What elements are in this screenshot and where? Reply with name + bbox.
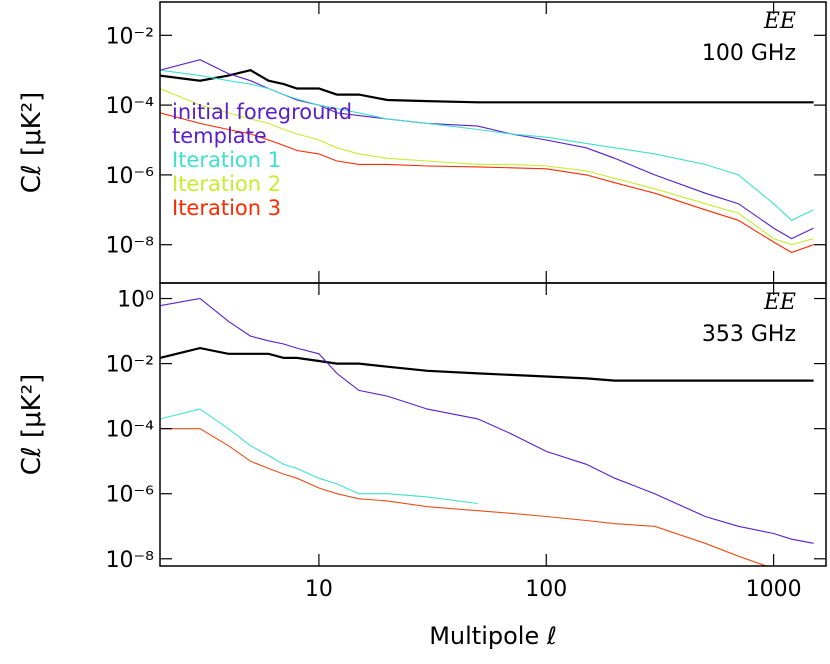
series-line: [160, 69, 814, 221]
series-line: [160, 69, 814, 104]
annotation: 353 GHz: [702, 322, 796, 347]
series-line: [160, 112, 814, 254]
y-tick-label: 10⁻⁶: [106, 164, 155, 189]
y-tick-label: 10⁻²: [106, 353, 154, 378]
y-tick-label: 10⁻⁸: [106, 548, 155, 573]
series-line: [160, 346, 814, 382]
x-tick-label: 100: [525, 577, 567, 602]
y-tick-label: 10⁻²: [106, 24, 154, 49]
x-tick-label: 10: [305, 577, 333, 602]
series-line: [160, 408, 478, 505]
series-line: [160, 87, 814, 246]
plot-area: [160, 297, 814, 566]
frame: [159, 282, 827, 567]
series-line: [160, 297, 814, 544]
annotation: EE: [763, 9, 796, 34]
x-axis-label: Multipole ℓ: [429, 622, 557, 650]
y-tick-label: 10⁻⁶: [106, 483, 155, 508]
legend-entry: Iteration 2: [172, 172, 282, 196]
y-axis-label: Cℓ [μK²]: [17, 374, 47, 475]
legend-entry: Iteration 3: [172, 196, 282, 220]
annotation: 100 GHz: [702, 41, 796, 66]
annotation: EE: [763, 290, 796, 315]
y-tick-label: 10⁰: [117, 288, 154, 313]
legend: initial foreground template Iteration 1 It…: [172, 100, 422, 220]
legend-entry: Iteration 1: [172, 148, 282, 172]
x-tick-label: 1000: [746, 577, 802, 602]
y-tick-label: 10⁻⁴: [106, 418, 155, 443]
legend-entry: initial foreground template: [172, 100, 353, 148]
y-axis-label: Cℓ [μK²]: [17, 92, 47, 193]
y-tick-label: 10⁻⁸: [106, 234, 155, 259]
series-line: [160, 428, 768, 566]
y-tick-label: 10⁻⁴: [106, 94, 155, 119]
plot-area: [160, 59, 814, 254]
